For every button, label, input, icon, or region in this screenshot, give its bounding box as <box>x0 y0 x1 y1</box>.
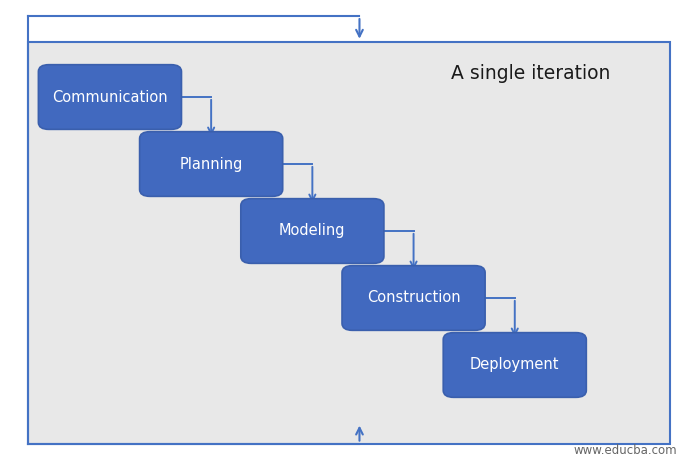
FancyBboxPatch shape <box>342 266 485 330</box>
Text: Planning: Planning <box>179 157 243 171</box>
Text: A single iteration: A single iteration <box>451 64 610 84</box>
Text: Modeling: Modeling <box>279 224 346 238</box>
FancyBboxPatch shape <box>28 42 670 444</box>
FancyBboxPatch shape <box>443 333 586 397</box>
Text: www.educba.com: www.educba.com <box>574 444 677 457</box>
FancyBboxPatch shape <box>241 199 384 263</box>
Text: Construction: Construction <box>366 291 461 305</box>
Text: Deployment: Deployment <box>470 358 560 372</box>
FancyBboxPatch shape <box>38 65 181 129</box>
FancyBboxPatch shape <box>140 132 283 196</box>
Text: Communication: Communication <box>52 90 168 104</box>
